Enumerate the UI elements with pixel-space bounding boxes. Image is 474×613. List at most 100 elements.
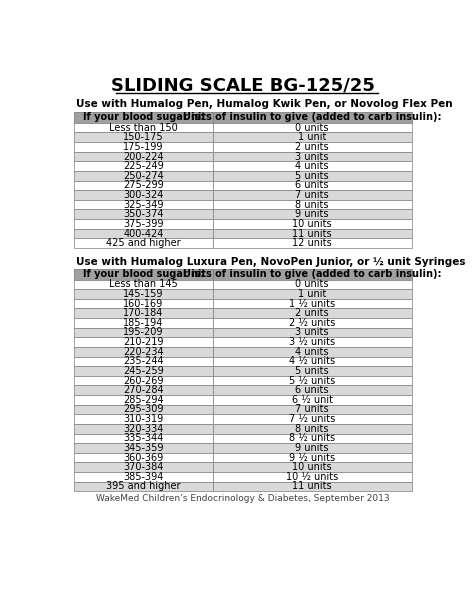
Bar: [74, 395, 212, 405]
Bar: [212, 472, 411, 482]
Bar: [212, 414, 411, 424]
Bar: [212, 280, 411, 289]
Text: 1 ½ units: 1 ½ units: [289, 299, 335, 308]
Text: 10 units: 10 units: [292, 462, 332, 472]
Bar: [212, 142, 411, 151]
Text: 6 units: 6 units: [295, 180, 329, 191]
Bar: [74, 200, 212, 210]
Bar: [212, 151, 411, 161]
Bar: [74, 376, 212, 386]
Bar: [212, 347, 411, 357]
Text: 3 units: 3 units: [295, 327, 329, 338]
Bar: [212, 171, 411, 181]
Text: 3 ½ units: 3 ½ units: [289, 337, 335, 347]
Bar: [212, 238, 411, 248]
Bar: [74, 268, 212, 280]
Bar: [212, 433, 411, 443]
Text: 7 ½ units: 7 ½ units: [289, 414, 335, 424]
Text: 7 units: 7 units: [295, 190, 329, 200]
Text: 10 units: 10 units: [292, 219, 332, 229]
Text: 185-194: 185-194: [123, 318, 164, 328]
Bar: [212, 337, 411, 347]
Text: 370-384: 370-384: [123, 462, 164, 472]
Text: 8 units: 8 units: [295, 200, 329, 210]
Text: 2 ½ units: 2 ½ units: [289, 318, 335, 328]
Bar: [74, 366, 212, 376]
Bar: [212, 482, 411, 491]
Text: 325-349: 325-349: [123, 200, 164, 210]
Text: 4 units: 4 units: [295, 161, 329, 171]
Bar: [212, 190, 411, 200]
Text: 11 units: 11 units: [292, 481, 332, 492]
Text: 8 units: 8 units: [295, 424, 329, 434]
Text: 170-184: 170-184: [123, 308, 164, 318]
Bar: [74, 289, 212, 299]
Text: Less than 145: Less than 145: [109, 280, 178, 289]
Bar: [74, 280, 212, 289]
Bar: [212, 424, 411, 433]
Bar: [212, 289, 411, 299]
Text: 160-169: 160-169: [123, 299, 164, 308]
Bar: [212, 229, 411, 238]
Text: 235-244: 235-244: [123, 356, 164, 367]
Bar: [74, 238, 212, 248]
Bar: [212, 200, 411, 210]
Text: 360-369: 360-369: [123, 452, 164, 463]
Bar: [74, 453, 212, 462]
Text: Use with Humalog Luxura Pen, NovoPen Junior, or ½ unit Syringes: Use with Humalog Luxura Pen, NovoPen Jun…: [76, 257, 465, 267]
Text: SLIDING SCALE BG-125/25: SLIDING SCALE BG-125/25: [111, 77, 375, 95]
Bar: [212, 123, 411, 132]
Bar: [212, 318, 411, 328]
Bar: [212, 112, 411, 123]
Text: 5 units: 5 units: [295, 171, 329, 181]
Bar: [212, 268, 411, 280]
Text: 400-424: 400-424: [123, 229, 164, 238]
Bar: [212, 453, 411, 462]
Text: 345-359: 345-359: [123, 443, 164, 453]
Text: 1 unit: 1 unit: [298, 289, 326, 299]
Text: If your blood sugar is:: If your blood sugar is:: [83, 269, 204, 279]
Bar: [74, 299, 212, 308]
Text: 275-299: 275-299: [123, 180, 164, 191]
Text: Units of insulin to give (added to carb insulin):: Units of insulin to give (added to carb …: [183, 269, 441, 279]
Text: 5 units: 5 units: [295, 366, 329, 376]
Text: 9 units: 9 units: [295, 443, 329, 453]
Bar: [74, 308, 212, 318]
Bar: [74, 462, 212, 472]
Text: 375-399: 375-399: [123, 219, 164, 229]
Bar: [74, 181, 212, 190]
Bar: [74, 171, 212, 181]
Text: 3 units: 3 units: [295, 151, 329, 162]
Text: 320-334: 320-334: [123, 424, 164, 434]
Text: 6 units: 6 units: [295, 385, 329, 395]
Bar: [74, 482, 212, 491]
Text: 245-259: 245-259: [123, 366, 164, 376]
Text: 6 ½ unit: 6 ½ unit: [292, 395, 333, 405]
Text: Units of insulin to give (added to carb insulin):: Units of insulin to give (added to carb …: [183, 112, 441, 123]
Text: 385-394: 385-394: [123, 472, 164, 482]
Text: 9 ½ units: 9 ½ units: [289, 452, 335, 463]
Bar: [74, 424, 212, 433]
Text: 350-374: 350-374: [123, 209, 164, 219]
Bar: [74, 328, 212, 337]
Text: 310-319: 310-319: [123, 414, 164, 424]
Bar: [212, 219, 411, 229]
Bar: [212, 357, 411, 366]
Bar: [74, 443, 212, 453]
Text: 4 ½ units: 4 ½ units: [289, 356, 335, 367]
Text: Use with Humalog Pen, Humalog Kwik Pen, or Novolog Flex Pen: Use with Humalog Pen, Humalog Kwik Pen, …: [76, 99, 453, 109]
Bar: [74, 472, 212, 482]
Text: 250-274: 250-274: [123, 171, 164, 181]
Text: 335-344: 335-344: [123, 433, 164, 443]
Text: 220-234: 220-234: [123, 347, 164, 357]
Bar: [212, 395, 411, 405]
Text: 200-224: 200-224: [123, 151, 164, 162]
Text: 1 unit: 1 unit: [298, 132, 326, 142]
Bar: [212, 161, 411, 171]
Bar: [74, 142, 212, 151]
Text: 295-309: 295-309: [123, 405, 164, 414]
Text: 11 units: 11 units: [292, 229, 332, 238]
Text: WakeMed Children’s Endocrinology & Diabetes, September 2013: WakeMed Children’s Endocrinology & Diabe…: [96, 495, 390, 503]
Text: 270-284: 270-284: [123, 385, 164, 395]
Bar: [74, 386, 212, 395]
